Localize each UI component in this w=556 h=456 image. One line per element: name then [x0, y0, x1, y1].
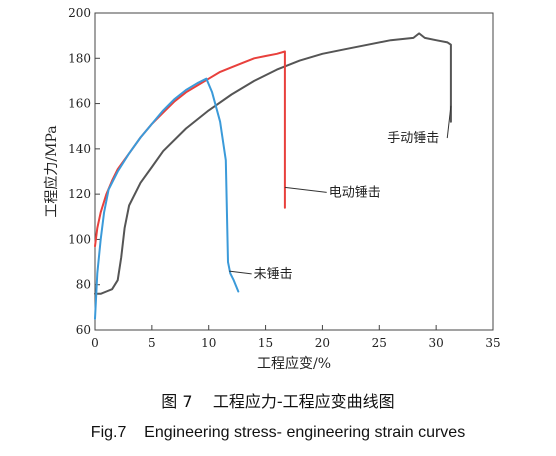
y-tick-label: 200 — [68, 6, 91, 20]
x-axis-label: 工程应变/% — [257, 355, 331, 372]
annotation-leader — [446, 105, 452, 139]
plot-border — [94, 12, 494, 331]
series-line-1 — [94, 32, 452, 295]
annotation-label: 手动锤击 — [387, 131, 439, 146]
x-tick-label: 10 — [201, 336, 216, 350]
figure-caption-cn: 图 7 工程应力-工程应变曲线图 — [161, 392, 395, 411]
annotation-label: 电动锤击 — [329, 185, 381, 200]
y-tick-label: 120 — [68, 187, 91, 201]
x-tick-label: 0 — [91, 336, 99, 350]
y-tick-label: 160 — [68, 97, 91, 111]
y-tick-label: 100 — [68, 232, 91, 246]
y-axis-label: 工程应力/MPa — [43, 125, 60, 217]
y-tick-label: 60 — [76, 323, 91, 337]
series-layer — [94, 32, 452, 320]
y-axis: 60 80 100 120 140 160 180 200 — [68, 6, 100, 337]
x-tick-label: 30 — [429, 336, 444, 350]
stress-strain-chart: 0 5 10 15 20 25 30 35 60 80 100 120 140 160 180 200 手动… — [43, 6, 501, 372]
figure-caption-en: Fig.7 Engineering stress- engineering st… — [90, 424, 466, 441]
plot-frame — [94, 12, 494, 331]
x-tick-label: 35 — [485, 336, 500, 350]
x-tick-label: 15 — [258, 336, 273, 350]
annotation-leader — [284, 186, 327, 193]
x-tick-label: 5 — [148, 336, 156, 350]
y-tick-label: 180 — [68, 51, 91, 65]
x-tick-label: 25 — [372, 336, 387, 350]
y-tick-label: 140 — [68, 142, 91, 156]
annotation-label: 未锤击 — [254, 267, 293, 282]
y-tick-label: 80 — [76, 278, 91, 292]
annotation-leader — [229, 270, 252, 275]
x-tick-label: 20 — [315, 336, 330, 350]
series-line-3 — [94, 77, 240, 320]
x-axis: 0 5 10 15 20 25 30 35 — [91, 325, 501, 350]
